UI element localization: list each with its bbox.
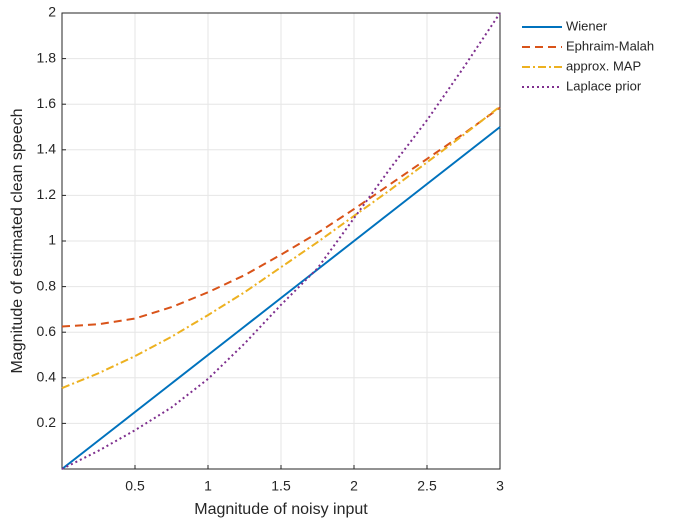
x-tick-label: 0.5 bbox=[125, 478, 145, 494]
x-tick-label: 2 bbox=[350, 478, 358, 494]
legend-label: approx. MAP bbox=[566, 58, 641, 73]
y-tick-label: 1.4 bbox=[37, 141, 57, 157]
y-axis-label: Magnitude of estimated clean speech bbox=[9, 108, 26, 373]
series-line bbox=[61, 106, 501, 328]
y-tick-label: 2 bbox=[48, 4, 56, 20]
x-tick-label: 1.5 bbox=[271, 478, 291, 494]
series-line bbox=[61, 126, 501, 470]
y-tick-label: 0.4 bbox=[37, 369, 57, 385]
legend-label: Ephraim-Malah bbox=[566, 38, 654, 53]
x-axis-label: Magnitude of noisy input bbox=[194, 501, 368, 518]
series-line bbox=[61, 12, 501, 470]
y-tick-label: 0.6 bbox=[37, 323, 57, 339]
legend-label: Wiener bbox=[566, 18, 608, 33]
y-tick-label: 0.8 bbox=[37, 277, 57, 293]
x-tick-label: 3 bbox=[496, 478, 504, 494]
y-tick-label: 1 bbox=[48, 232, 56, 248]
y-tick-label: 1.8 bbox=[37, 49, 57, 65]
y-tick-label: 1.2 bbox=[37, 186, 57, 202]
plot-frame bbox=[61, 12, 501, 470]
x-tick-label: 2.5 bbox=[417, 478, 437, 494]
y-tick-label: 1.6 bbox=[37, 95, 57, 111]
legend-label: Laplace prior bbox=[566, 78, 642, 93]
x-tick-label: 1 bbox=[204, 478, 212, 494]
y-tick-label: 0.2 bbox=[37, 414, 57, 430]
